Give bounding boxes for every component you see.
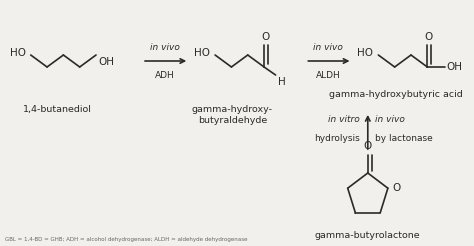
Text: GBL = 1,4-BD = GHB; ADH = alcohol dehydrogenase; ALDH = aldehyde dehydrogenase: GBL = 1,4-BD = GHB; ADH = alcohol dehydr… (5, 237, 247, 242)
Text: HO: HO (357, 48, 373, 58)
Text: OH: OH (447, 62, 463, 72)
Text: in vivo: in vivo (375, 115, 405, 124)
Text: H: H (277, 77, 285, 87)
Text: gamma-hydroxybutyric acid: gamma-hydroxybutyric acid (329, 90, 463, 99)
Text: in vitro: in vitro (328, 115, 360, 124)
Text: hydrolysis: hydrolysis (314, 134, 360, 143)
Text: OH: OH (98, 57, 114, 67)
Text: O: O (261, 32, 269, 42)
Text: O: O (364, 141, 372, 151)
Text: O: O (424, 32, 432, 42)
Text: by lactonase: by lactonase (375, 134, 433, 143)
Text: 1,4-butanediol: 1,4-butanediol (23, 105, 92, 114)
Text: ALDH: ALDH (316, 71, 341, 80)
Text: HO: HO (9, 48, 26, 58)
Text: gamma-butyrolactone: gamma-butyrolactone (315, 231, 420, 240)
Text: in vivo: in vivo (150, 43, 180, 51)
Text: O: O (392, 183, 401, 193)
Text: gamma-hydroxy-
butyraldehyde: gamma-hydroxy- butyraldehyde (192, 105, 273, 125)
Text: in vivo: in vivo (313, 43, 343, 51)
Text: ADH: ADH (155, 71, 175, 80)
Text: HO: HO (194, 48, 210, 58)
